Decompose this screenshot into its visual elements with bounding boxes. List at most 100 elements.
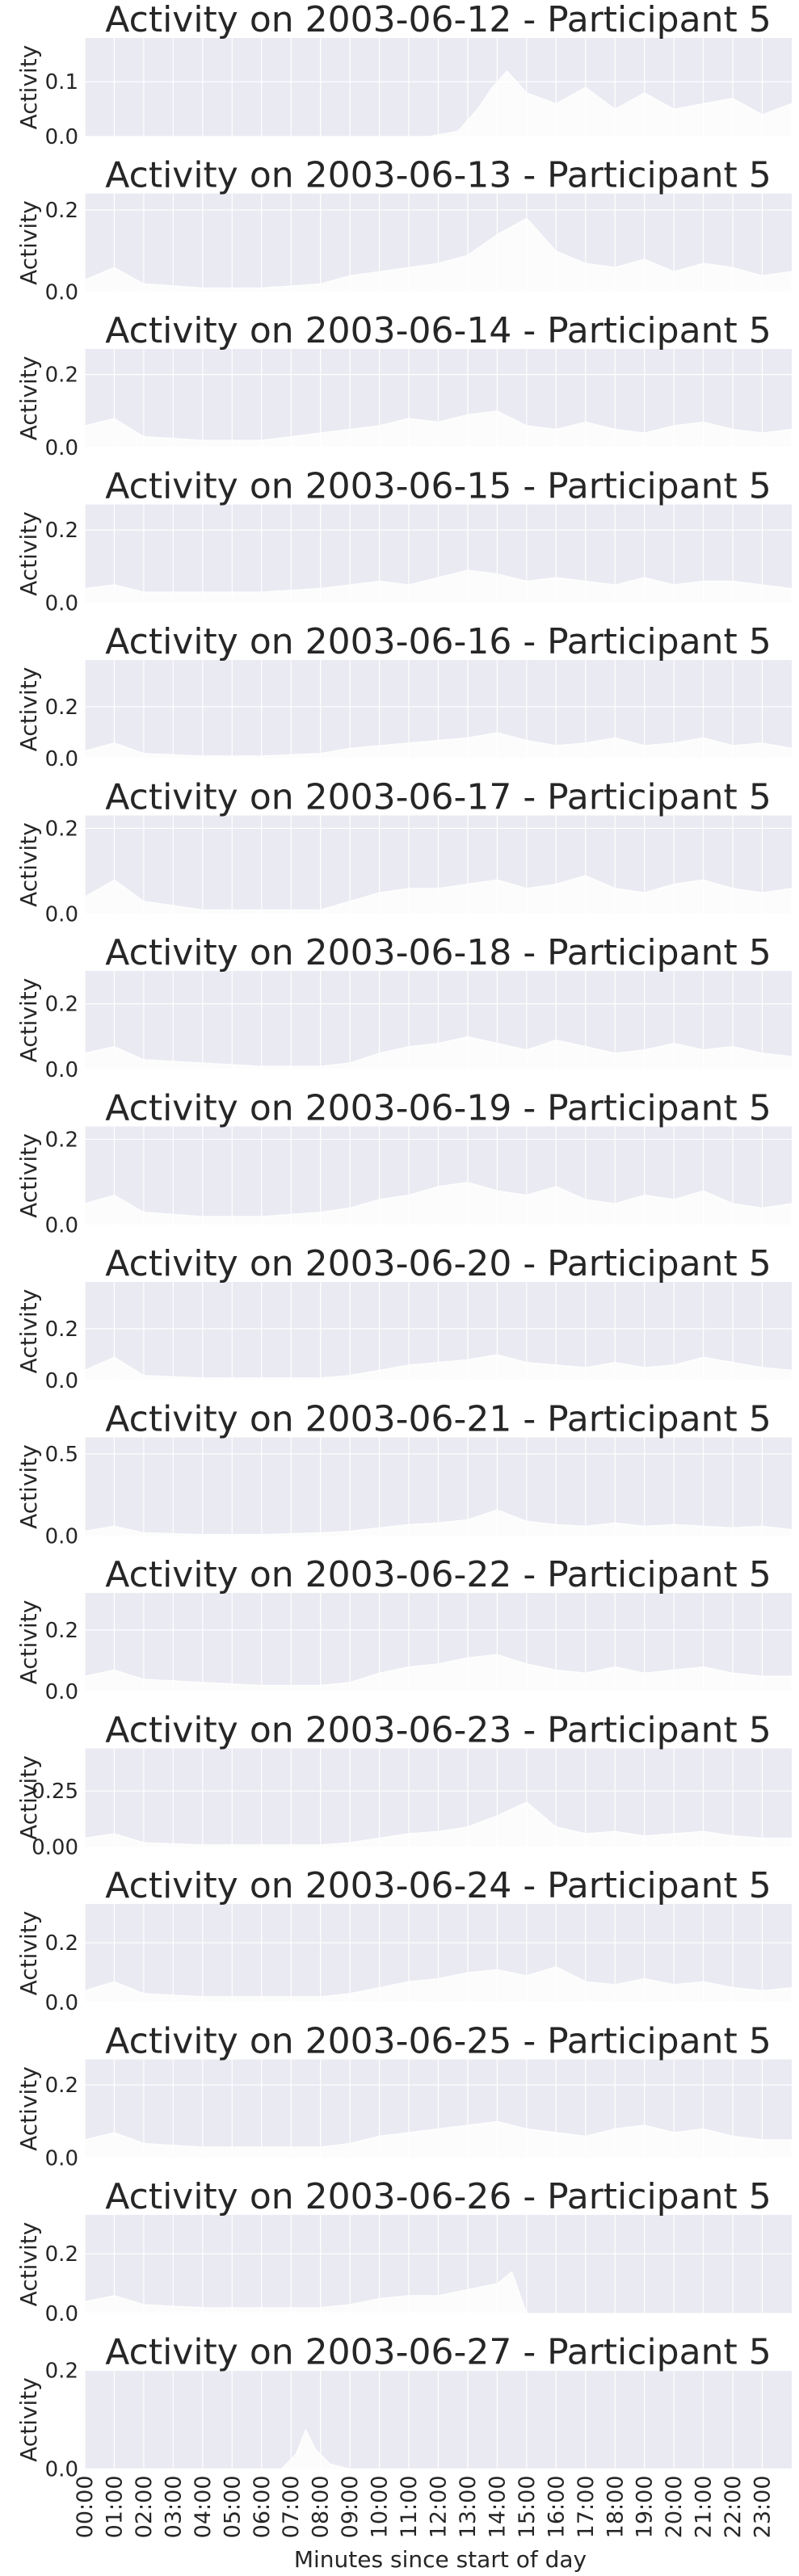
x-tick-label: 16:00 <box>544 2476 569 2539</box>
activity-area <box>84 2120 792 2158</box>
y-tick-label: 0.0 <box>45 1525 78 1549</box>
x-tick-label: 01:00 <box>102 2476 127 2539</box>
activity-area <box>84 1801 792 1847</box>
y-tick-label: 0.2 <box>45 2074 78 2098</box>
activity-area <box>85 2428 792 2469</box>
x-tick-label: 22:00 <box>721 2476 746 2539</box>
y-tick-label: 0.2 <box>45 993 78 1017</box>
y-axis-label: Activity <box>15 667 42 752</box>
y-axis-label: Activity <box>15 1911 42 1996</box>
y-axis-label: Activity <box>15 1600 42 1685</box>
chart-panel: 0.0 0.2 Activity on 2003-06-13 - Participa… <box>15 155 792 305</box>
y-axis-label: Activity <box>15 2066 42 2151</box>
y-tick-label: 0.0 <box>45 903 78 927</box>
x-tick-label: 08:00 <box>309 2476 334 2539</box>
y-tick-label: 0.2 <box>45 2360 78 2384</box>
chart-title: Activity on 2003-06-14 - Participant 5 <box>105 310 771 351</box>
activity-area <box>84 217 792 292</box>
chart-panel: 0.0 0.2 Activity on 2003-06-16 - Participa… <box>15 621 792 771</box>
chart-panel: 0.0 0.2 Activity on 2003-06-26 - Participa… <box>15 2176 792 2326</box>
x-tick-label: 14:00 <box>485 2476 510 2539</box>
y-tick-label: 0.0 <box>45 1058 78 1082</box>
y-axis-label: Activity <box>15 1133 42 1218</box>
x-tick-label: 05:00 <box>220 2476 245 2539</box>
x-tick-label: 09:00 <box>338 2476 363 2539</box>
y-tick-label: 0.0 <box>45 1991 78 2015</box>
y-axis-label: Activity <box>15 2222 42 2307</box>
y-tick-label: 0.0 <box>45 592 78 616</box>
y-tick-label: 0.0 <box>45 281 78 305</box>
chart-panel: 0.0 0.5 Activity on 2003-06-21 - Participa… <box>15 1399 792 1549</box>
y-tick-label: 0.0 <box>45 2302 78 2326</box>
y-axis-label: Activity <box>15 1289 42 1374</box>
y-axis-label: Activity <box>15 45 42 130</box>
chart-panel: 0.0 0.2 Activity on 2003-06-22 - Participa… <box>15 1554 792 1704</box>
chart-panel: 0.0 0.2 Activity on 2003-06-17 - Participa… <box>15 777 792 927</box>
y-tick-label: 0.2 <box>45 363 78 388</box>
chart-panel: 0.0 0.1 Activity on 2003-06-12 - Participa… <box>15 0 792 149</box>
x-tick-label: 19:00 <box>633 2476 658 2539</box>
chart-panel: 0.0 0.2 Activity on 2003-06-18 - Participa… <box>15 932 792 1082</box>
y-tick-label: 0.5 <box>45 1443 78 1467</box>
chart-panel: 0.0 0.2 Activity on 2003-06-20 - Participa… <box>15 1243 792 1393</box>
activity-area <box>84 569 792 603</box>
x-axis-label: Minutes since start of day <box>294 2546 587 2573</box>
chart-title: Activity on 2003-06-24 - Participant 5 <box>105 1865 771 1906</box>
chart-title: Activity on 2003-06-21 - Participant 5 <box>105 1399 771 1440</box>
x-tick-label: 07:00 <box>279 2476 304 2539</box>
y-axis-label: Activity <box>15 978 42 1063</box>
y-axis-label: Activity <box>15 1755 42 1840</box>
activity-area <box>84 875 792 914</box>
chart-title: Activity on 2003-06-12 - Participant 5 <box>105 0 771 40</box>
y-tick-label: 0.25 <box>32 1780 78 1804</box>
chart-panel: 0.0 0.2 Activity on 2003-06-19 - Participa… <box>15 1088 792 1238</box>
activity-area <box>84 1354 792 1381</box>
chart-panel: 0.0 0.2 Activity on 2003-06-24 - Participa… <box>15 1865 792 2015</box>
y-axis-label: Activity <box>15 2377 42 2462</box>
y-tick-label: 0.00 <box>32 1836 78 1860</box>
y-tick-label: 0.0 <box>45 436 78 460</box>
x-tick-labels: 00:00 01:00 02:00 03:00 04:00 05:00 06:00 07:00… <box>73 2476 776 2539</box>
chart-title: Activity on 2003-06-20 - Participant 5 <box>105 1243 771 1284</box>
chart-panel: 0.0 0.2 Activity on 2003-06-27 - Participa… <box>15 2332 792 2482</box>
x-tick-label: 04:00 <box>191 2476 216 2539</box>
activity-area <box>84 1181 792 1225</box>
y-axis-label: Activity <box>15 200 42 285</box>
chart-title: Activity on 2003-06-26 - Participant 5 <box>105 2176 771 2217</box>
y-tick-label: 0.0 <box>45 2458 78 2482</box>
chart-panel: 0.0 0.2 Activity on 2003-06-15 - Participa… <box>15 466 792 616</box>
y-tick-label: 0.2 <box>45 817 78 841</box>
x-tick-label: 15:00 <box>515 2476 540 2539</box>
chart-title: Activity on 2003-06-18 - Participant 5 <box>105 932 771 973</box>
x-tick-label: 10:00 <box>368 2476 393 2539</box>
chart-title: Activity on 2003-06-27 - Participant 5 <box>105 2332 771 2373</box>
y-tick-label: 0.2 <box>45 1317 78 1342</box>
activity-area <box>85 69 792 137</box>
y-tick-label: 0.2 <box>45 1128 78 1152</box>
panels: 0.0 0.1 Activity on 2003-06-12 - Participa… <box>15 0 792 2482</box>
x-tick-label: 23:00 <box>751 2476 776 2539</box>
activity-area <box>84 1966 792 2003</box>
y-axis-label: Activity <box>15 356 42 441</box>
chart-title: Activity on 2003-06-13 - Participant 5 <box>105 155 771 196</box>
activity-area <box>84 1036 792 1070</box>
y-axis-label: Activity <box>15 1444 42 1529</box>
x-tick-label: 03:00 <box>161 2476 186 2539</box>
chart-title: Activity on 2003-06-23 - Participant 5 <box>105 1710 771 1751</box>
chart-title: Activity on 2003-06-15 - Participant 5 <box>105 466 771 507</box>
chart-title: Activity on 2003-06-17 - Participant 5 <box>105 777 771 818</box>
y-tick-label: 0.0 <box>45 1214 78 1238</box>
y-tick-label: 0.2 <box>45 199 78 223</box>
y-tick-label: 0.0 <box>45 2147 78 2171</box>
y-tick-label: 0.2 <box>45 1619 78 1643</box>
x-tick-label: 02:00 <box>132 2476 157 2539</box>
chart-title: Activity on 2003-06-16 - Participant 5 <box>105 621 771 662</box>
y-tick-label: 0.2 <box>45 695 78 720</box>
y-axis-label: Activity <box>15 822 42 907</box>
y-tick-label: 0.2 <box>45 2242 78 2267</box>
y-tick-label: 0.2 <box>45 519 78 543</box>
chart-panel: 0.00 0.25 Activity on 2003-06-23 - Partici… <box>15 1710 792 1860</box>
chart-title: Activity on 2003-06-22 - Participant 5 <box>105 1554 771 1595</box>
x-tick-label: 20:00 <box>662 2476 687 2539</box>
